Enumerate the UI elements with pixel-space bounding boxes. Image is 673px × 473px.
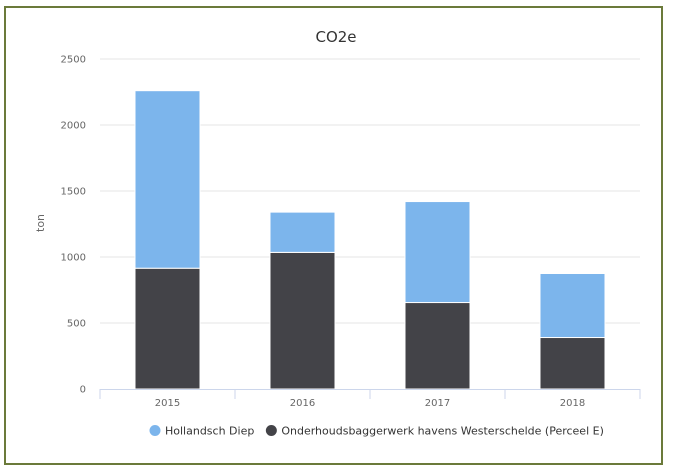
legend-marker (149, 425, 161, 436)
y-tick-label: 0 (80, 385, 86, 396)
legend-item: Hollandsch Diep (149, 425, 254, 438)
x-tick-label: 2018 (560, 398, 585, 409)
y-axis-title: ton (34, 214, 47, 232)
legend-label: Hollandsch Diep (165, 425, 254, 438)
chart-title: CO2e (315, 28, 356, 46)
legend-marker (265, 425, 277, 436)
y-tick-labels: 0 500 1000 1500 2000 2500 (61, 55, 86, 396)
x-tick-label: 2016 (290, 398, 315, 409)
x-tick-label: 2017 (425, 398, 450, 409)
bar-2017-series-0 (404, 302, 471, 390)
bar-2017-series-1 (404, 201, 471, 304)
y-tick-label: 1500 (61, 187, 86, 198)
legend-label: Onderhoudsbaggerwerk havens Westerscheld… (281, 425, 604, 438)
y-tick-label: 500 (67, 319, 86, 330)
bars (134, 90, 606, 390)
y-tick-label: 2000 (61, 121, 86, 132)
x-tick-label: 2015 (155, 398, 180, 409)
legend: Hollandsch Diep Onderhoudsbaggerwerk have… (149, 425, 604, 438)
bar-2015-series-0 (134, 267, 201, 390)
bar-2015-series-1 (134, 90, 201, 269)
bar-2016-series-1 (269, 211, 336, 253)
x-axis: 2015 2016 2017 2018 (99, 389, 641, 409)
bar-2018-series-1 (539, 273, 606, 339)
y-tick-label: 1000 (61, 253, 86, 264)
bar-2016-series-0 (269, 251, 336, 390)
y-tick-label: 2500 (61, 55, 86, 66)
legend-item: Onderhoudsbaggerwerk havens Westerscheld… (265, 425, 604, 438)
bar-2018-series-0 (539, 337, 606, 390)
